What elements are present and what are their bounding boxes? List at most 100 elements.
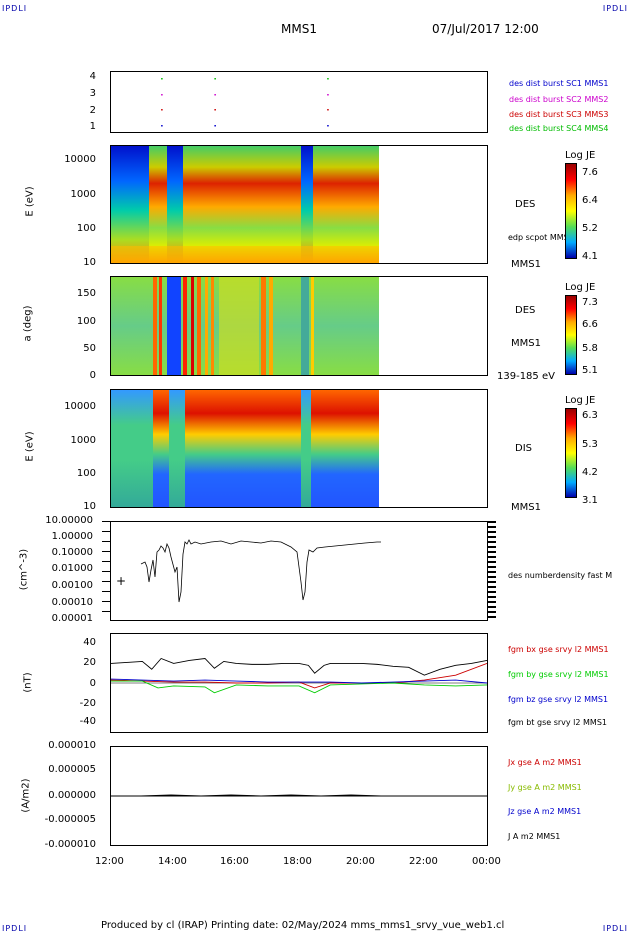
burst-mark [161,125,163,127]
des-pitch-mms-label: MMS1 [511,338,541,349]
des-energy-spectrogram [111,146,379,263]
burst-ytick: 1 [89,121,96,132]
burst-legend-sc3: des dist burst SC3 MMS3 [509,110,609,119]
colorbar-title: Log JE [565,150,596,161]
density-ytick: 10.00000 [45,515,93,526]
des-pitch-ytick: 150 [76,288,96,299]
colorbar-tick: 7.3 [582,297,598,308]
xtick: 22:00 [409,856,438,867]
fgm-panel [110,633,488,733]
des-energy-scpot-label: edp scpot MMS1 [508,233,574,242]
des-energy-ylabel: E (eV) [24,186,36,217]
des-pitch-energy-label: 139-185 eV [497,371,555,382]
dis-energy-ytick: 100 [76,468,96,479]
burst-mark [214,78,216,80]
current-legend-jx: Jx gse A m2 MMS1 [508,758,582,767]
colorbar-title: Log JE [565,282,596,293]
fgm-legend-bz: fgm bz gse srvy l2 MMS1 [508,695,609,704]
fgm-ytick: 0 [89,678,96,689]
burst-ytick: 2 [89,105,96,116]
burst-ytick: 3 [89,88,96,99]
current-j-line [140,794,382,797]
fgm-legend-by: fgm by gse srvy l2 MMS1 [508,670,609,679]
fgm-legend-bt: fgm bt gse srvy l2 MMS1 [508,718,607,727]
colorbar-title: Log JE [565,395,596,406]
dis-energy-colorbar [565,408,577,498]
burst-legend-sc4: des dist burst SC4 MMS4 [509,124,609,133]
des-pitch-colorbar [565,295,577,375]
density-ytick: 0.01000 [51,563,93,574]
dis-energy-ytick: 10000 [64,401,96,412]
density-ytick: 0.10000 [51,547,93,558]
fgm-by-line [111,680,488,694]
burst-ytick: 4 [89,71,96,82]
colorbar-tick: 6.4 [582,195,598,206]
density-plot: + [116,539,381,603]
density-panel: + [110,521,488,621]
burst-mark [327,78,329,80]
des-pitch-spectrogram [111,277,379,375]
current-ytick: 0.000010 [48,740,96,751]
fgm-ytick: 40 [83,637,96,648]
dis-energy-ytick: 1000 [70,435,96,446]
density-ytick: 0.00010 [51,597,93,608]
des-energy-ytick: 100 [76,223,96,234]
density-line [140,539,381,603]
des-pitch-ytick: 100 [76,316,96,327]
burst-mark [161,78,163,80]
fgm-ytick: -40 [79,716,96,727]
colorbar-tick: 4.1 [582,251,598,262]
des-pitch-ytick: 50 [83,343,96,354]
density-left-ticks [102,521,110,621]
corner-br-label: IPDLI [602,924,628,933]
des-energy-mms-label: MMS1 [511,259,541,270]
dis-energy-panel [110,389,488,508]
dis-energy-ylabel: E (eV) [24,431,36,462]
colorbar-tick: 5.2 [582,223,598,234]
dis-energy-ytick: 10 [83,501,96,512]
footer-text: Produced by cl (IRAP) Printing date: 02/… [101,920,505,931]
colorbar-tick: 7.6 [582,167,598,178]
current-ytick: 0.000005 [48,764,96,775]
xtick: 14:00 [158,856,187,867]
corner-tr-label: IPDLI [602,4,628,13]
current-legend-j: J A m2 MMS1 [508,832,561,841]
colorbar-tick: 6.3 [582,410,598,421]
current-plot [111,794,487,797]
dis-energy-mms-label: MMS1 [511,502,541,513]
fgm-bt-line [110,657,488,676]
des-energy-ytick: 10000 [64,154,96,165]
density-legend: des numberdensity fast M [508,571,613,580]
burst-mark [327,125,329,127]
burst-mark [161,94,163,96]
fgm-plot [110,657,488,694]
des-energy-right-label: DES [515,199,536,210]
page-title: MMS1 [281,22,317,36]
corner-tl-label: IPDLI [2,4,28,13]
current-ytick: -0.000005 [44,814,96,825]
current-ytick: -0.000010 [44,839,96,850]
current-panel [110,746,488,846]
xtick: 12:00 [95,856,124,867]
colorbar-tick: 5.3 [582,439,598,450]
burst-legend-sc1: des dist burst SC1 MMS1 [509,79,609,88]
current-ylabel: (A/m2) [20,778,32,813]
density-right-ticks [488,521,496,621]
des-energy-ytick: 1000 [70,189,96,200]
density-ytick: 0.00100 [51,580,93,591]
density-ytick: 0.00001 [51,613,93,624]
des-pitch-panel [110,276,488,376]
current-ytick: 0.000000 [48,790,96,801]
colorbar-tick: 6.6 [582,319,598,330]
colorbar-tick: 3.1 [582,495,598,506]
fgm-bx-line [110,662,488,689]
corner-bl-label: IPDLI [2,924,28,933]
burst-mark [161,109,163,111]
dis-energy-right-label: DIS [515,443,532,454]
fgm-bz-line [110,678,488,684]
plot-date: 07/Jul/2017 12:00 [432,22,539,36]
xtick: 16:00 [220,856,249,867]
xtick: 18:00 [283,856,312,867]
current-legend-jz: Jz gse A m2 MMS1 [508,807,582,816]
xtick: 20:00 [346,856,375,867]
